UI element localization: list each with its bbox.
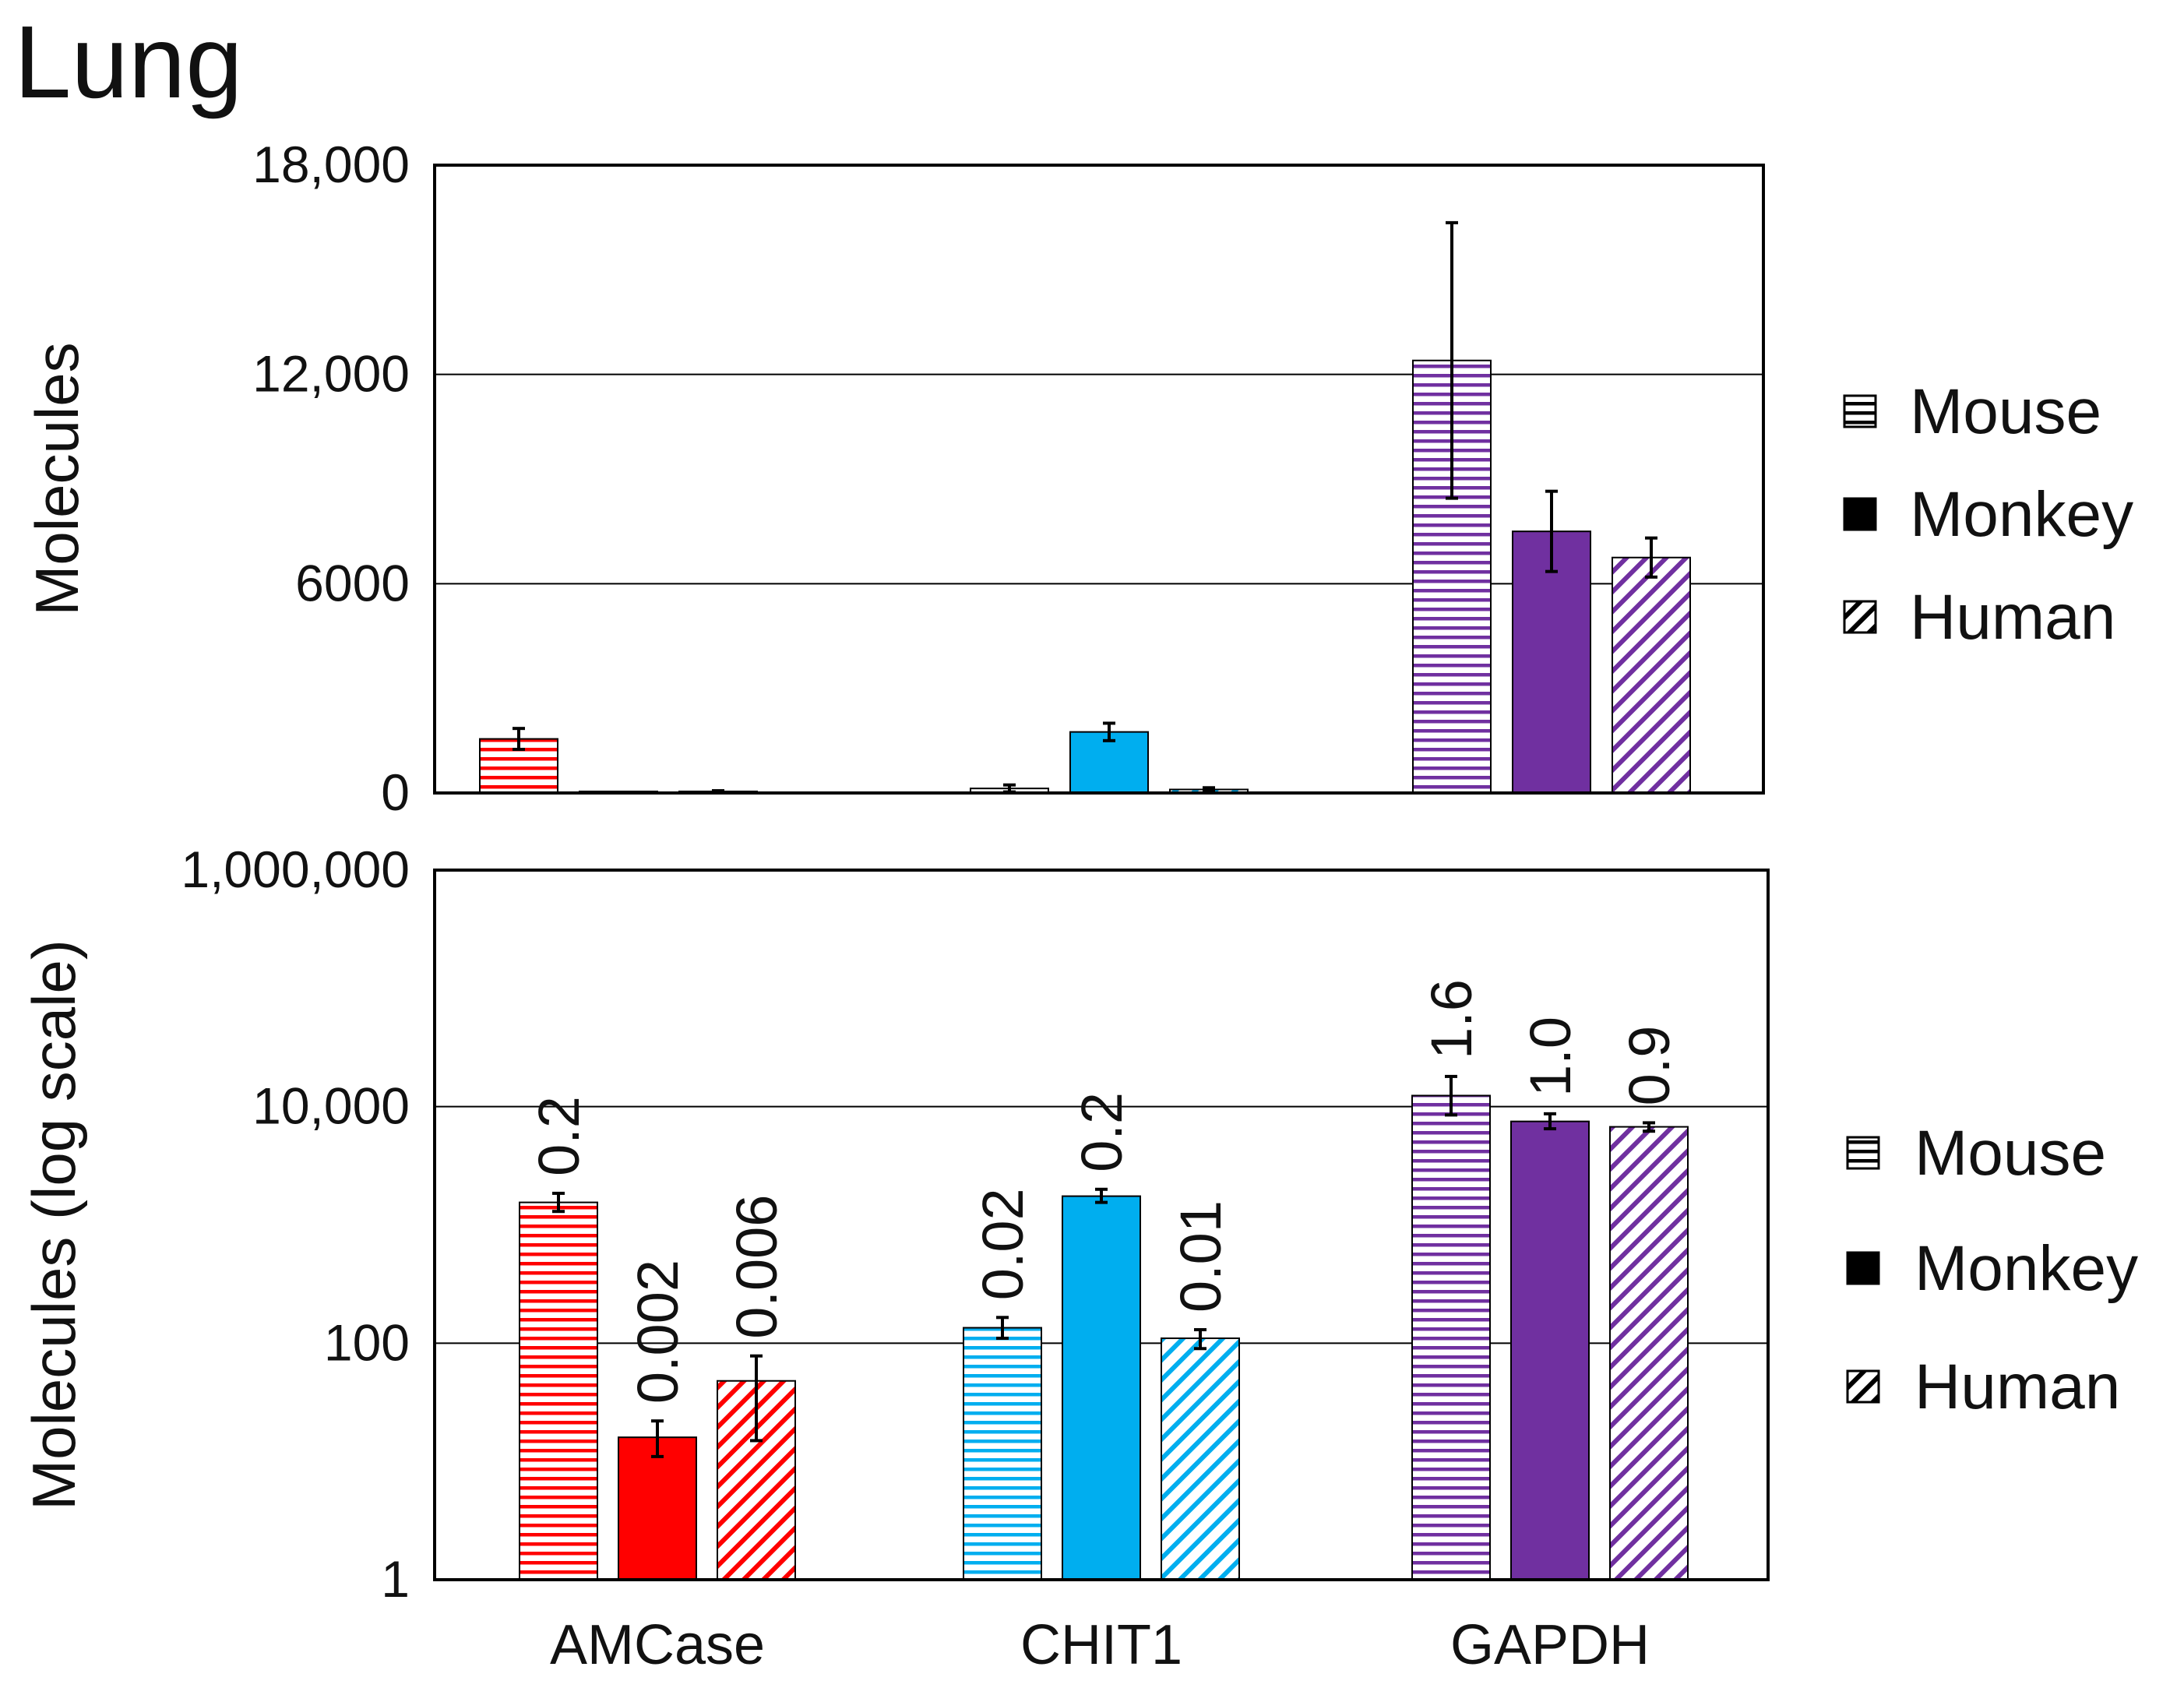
category-label-chit1: CHIT1 <box>1020 1614 1182 1676</box>
bar-chit1-mouse <box>963 1327 1042 1580</box>
legend-item-monkey: Monkey <box>1843 479 2133 550</box>
y-tick-label: 6000 <box>295 554 410 611</box>
error-bar-gapdh-mouse <box>1446 220 1458 500</box>
legend-item-human: Human <box>1846 1351 2120 1422</box>
data-label-amcase-human: 0.006 <box>724 1195 789 1339</box>
y-tick-label: 10,000 <box>252 1077 410 1135</box>
y-tick-label: 100 <box>324 1313 410 1371</box>
error-bar-chit1-mouse <box>996 1316 1009 1341</box>
legend-label-human: Human <box>1910 582 2115 653</box>
error-bar-chit1-human <box>1203 786 1215 793</box>
bar-chit1-human <box>1161 1337 1240 1581</box>
y-axis-label: Molecules <box>23 342 91 615</box>
category-label-gapdh: GAPDH <box>1450 1614 1650 1676</box>
legend-label-monkey: Monkey <box>1910 479 2133 550</box>
legend-bottom: Mouse Monkey Human <box>1846 1118 2138 1422</box>
data-label-amcase-monkey: 0.002 <box>625 1260 690 1404</box>
plot-frame <box>433 164 1765 795</box>
data-label-chit1-monkey: 0.2 <box>1069 1092 1134 1172</box>
error-bar-gapdh-monkey <box>1544 1112 1556 1131</box>
data-label-gapdh-monkey: 1.0 <box>1518 1017 1583 1097</box>
legend-label-mouse: Mouse <box>1915 1118 2106 1189</box>
legend-swatch-human <box>1843 600 1877 634</box>
data-label-gapdh-mouse: 1.6 <box>1419 979 1484 1059</box>
linear-bar-chart: 0 6000 12,000 18,000 Molecules <box>23 136 1765 821</box>
category-label-amcase: AMCase <box>550 1614 765 1676</box>
error-bar-chit1-monkey <box>1095 1187 1108 1204</box>
legend-item-monkey: Monkey <box>1846 1233 2138 1304</box>
error-bar-gapdh-monkey <box>1545 489 1558 573</box>
bar-gapdh-human <box>1609 1126 1689 1580</box>
legend-label-mouse: Mouse <box>1910 376 2101 447</box>
y-tick-label: 0 <box>381 763 410 821</box>
error-bar-gapdh-human <box>1643 1121 1655 1133</box>
bar-gapdh-human <box>1612 556 1691 794</box>
log-bar-chart: 1 100 10,000 1,000,000 Molecules (log scale)… <box>19 840 1770 1676</box>
error-bar-gapdh-human <box>1645 536 1657 579</box>
error-bar-amcase-monkey <box>651 1419 664 1458</box>
legend-swatch-monkey <box>1843 497 1877 531</box>
legend-swatch-mouse <box>1846 1136 1880 1170</box>
error-bar-gapdh-mouse <box>1445 1074 1457 1117</box>
bar-amcase-mouse <box>519 1201 598 1580</box>
legend-swatch-monkey <box>1846 1251 1880 1285</box>
data-label-chit1-mouse: 0.02 <box>970 1188 1035 1300</box>
bar-chit1-monkey <box>1062 1195 1141 1581</box>
bar-gapdh-mouse <box>1411 1094 1491 1581</box>
legend-swatch-human <box>1846 1369 1880 1404</box>
y-tick-label: 1,000,000 <box>181 840 410 898</box>
legend-item-mouse: Mouse <box>1843 376 2101 447</box>
legend-item-mouse: Mouse <box>1846 1118 2106 1189</box>
data-label-chit1-human: 0.01 <box>1168 1200 1233 1313</box>
plot-frame <box>433 869 1770 1581</box>
y-axis-label: Molecules (log scale) <box>19 939 88 1510</box>
error-bar-chit1-human <box>1194 1328 1206 1351</box>
legend-item-human: Human <box>1843 582 2115 653</box>
bar-amcase-monkey <box>618 1436 697 1580</box>
y-tick-label: 12,000 <box>252 345 410 403</box>
error-bar-chit1-monkey <box>1103 721 1115 742</box>
legend-top: Mouse Monkey Human <box>1843 376 2133 653</box>
data-label-amcase-mouse: 0.2 <box>527 1096 591 1176</box>
figure-title: Lung <box>14 5 243 119</box>
legend-swatch-mouse <box>1843 394 1877 428</box>
y-tick-label: 1 <box>381 1550 410 1608</box>
error-bar-amcase-human <box>750 1354 763 1443</box>
bar-gapdh-monkey <box>1510 1120 1590 1580</box>
legend-label-monkey: Monkey <box>1915 1233 2138 1304</box>
error-bar-amcase-mouse <box>552 1191 565 1214</box>
y-tick-label: 18,000 <box>252 136 410 193</box>
legend-label-human: Human <box>1915 1351 2120 1422</box>
error-bar-amcase-mouse <box>513 727 525 752</box>
data-label-gapdh-human: 0.9 <box>1617 1026 1682 1106</box>
